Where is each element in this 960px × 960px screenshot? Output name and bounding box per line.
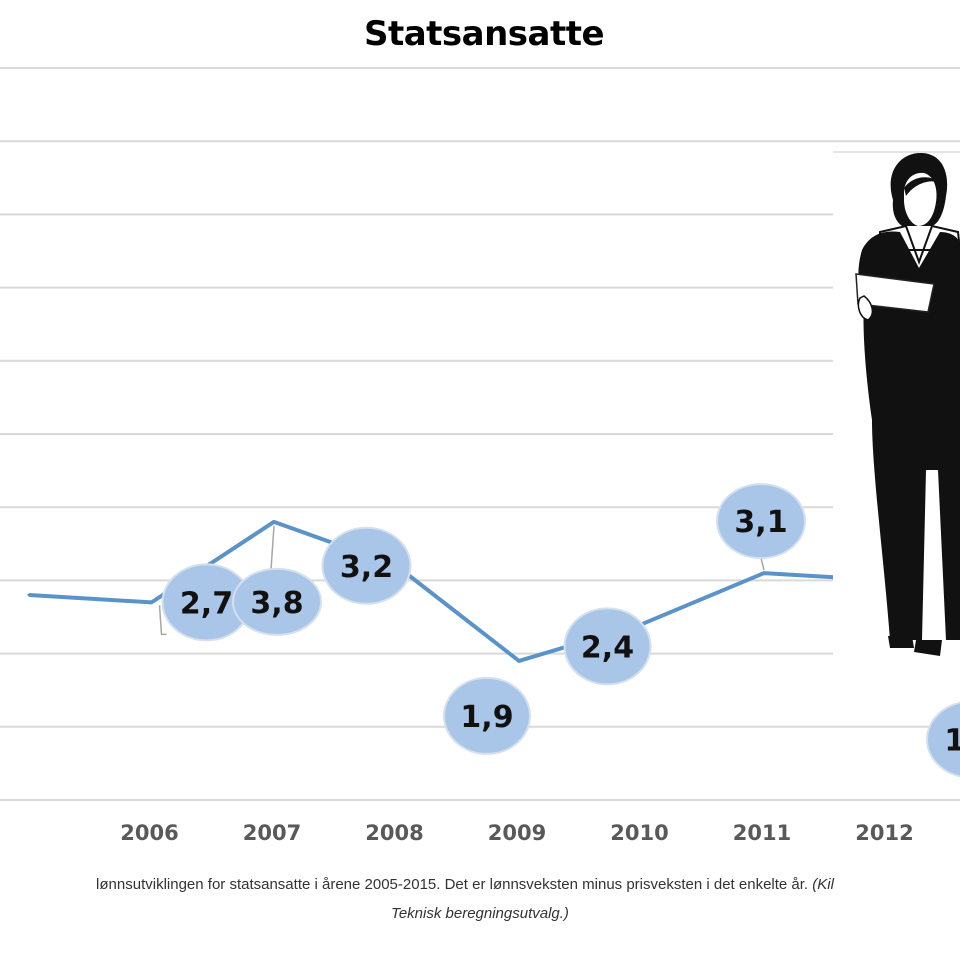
- leader-line: [270, 525, 275, 570]
- caption-line-1: lønnsutviklingen for statsansatte i åren…: [96, 876, 809, 893]
- data-label-2009: 1,9: [460, 700, 513, 735]
- data-point-2009: [517, 659, 521, 663]
- x-tick-2009: 2009: [488, 821, 546, 845]
- chart-title: Statsansatte: [363, 14, 605, 54]
- data-point-2005: [27, 593, 31, 597]
- x-tick-2010: 2010: [610, 821, 668, 845]
- data-point-2007: [272, 520, 276, 524]
- leader-line: [760, 557, 765, 571]
- leader-line: [158, 605, 167, 636]
- x-tick-2007: 2007: [243, 821, 301, 845]
- data-point-2011: [762, 571, 766, 575]
- data-point-2006: [150, 600, 153, 604]
- data-label-bubble: [443, 676, 531, 755]
- data-label-2011: 3,1: [734, 505, 787, 540]
- data-labels: 2,73,83,21,92,43,131,4: [158, 483, 960, 778]
- data-label-bubble: [563, 607, 652, 686]
- data-label-2007: 3,8: [250, 586, 303, 621]
- data-label-2008: 3,2: [340, 550, 393, 585]
- data-label-2010: 2,4: [581, 630, 634, 665]
- data-label-bubble: [232, 567, 322, 636]
- woman-silhouette-image: [833, 151, 960, 670]
- line-chart: 2,73,83,21,92,43,131,4 20062007200820092…: [0, 67, 960, 845]
- x-tick-2006: 2006: [120, 821, 178, 845]
- x-tick-2008: 2008: [365, 821, 423, 845]
- x-axis-ticks: 200620072008200920102011201220132014: [120, 821, 913, 845]
- data-label-bubble: [321, 526, 412, 605]
- data-label-bubble: [716, 483, 806, 560]
- data-label-2006: 2,7: [180, 586, 233, 621]
- caption-line-2: Teknisk beregningsutvalg.): [391, 905, 569, 922]
- data-label-bubble: [926, 701, 960, 778]
- data-label-2013: 1,4: [944, 724, 960, 759]
- caption-source-fragment: (Kil: [812, 876, 834, 893]
- figure-caption: lønnsutviklingen for statsansatte i åren…: [0, 870, 960, 928]
- x-tick-2011: 2011: [733, 821, 791, 845]
- x-tick-2012: 2012: [855, 821, 913, 845]
